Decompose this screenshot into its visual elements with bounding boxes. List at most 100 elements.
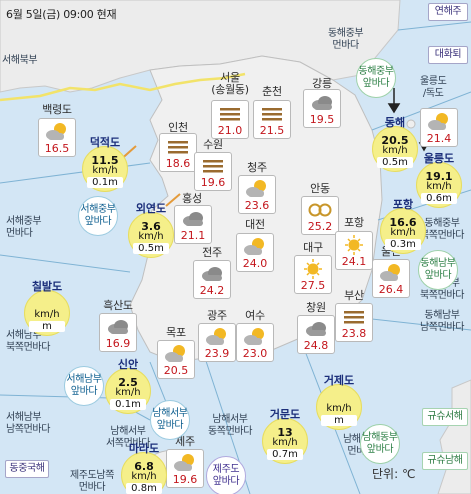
temperature: 24.1 (341, 255, 367, 268)
wind-speed: 13 (277, 426, 293, 439)
buoy: 거문도 13 km/h 0.7m (262, 408, 308, 464)
area-label: 대화퇴 (428, 46, 468, 64)
wind-speed: 11.5 (91, 154, 119, 167)
wave-height: 0.8m (126, 483, 162, 494)
fog-icon (195, 155, 231, 177)
sea-label: 서해남부 남쪽먼바다 (6, 412, 51, 435)
temperature: 24.2 (199, 284, 225, 297)
cloudy-icon (298, 318, 334, 340)
sea-label: 동해중부 북쪽먼바다 (420, 218, 465, 241)
partly-cloudy-icon (237, 236, 273, 258)
city-name: 백령도 (42, 103, 72, 116)
city-card: 24.8 (297, 315, 335, 354)
city-name: 여수 (245, 309, 265, 322)
temperature: 18.6 (165, 157, 191, 170)
temperature: 19.6 (200, 176, 226, 189)
japan-land (437, 379, 471, 494)
wind-unit: km/h (131, 471, 157, 482)
city-card: 26.4 (372, 259, 410, 298)
dmz-line (0, 72, 246, 102)
buoy: 포항 16.6 km/h 0.3m (380, 198, 426, 254)
wave-height: m (321, 415, 357, 426)
city-name: 대전 (245, 218, 265, 231)
partly-cloudy-icon (239, 178, 275, 200)
ulleung-island (406, 119, 416, 129)
wave-height: 0.3m (385, 239, 421, 250)
buoy-name: 동해 (384, 116, 406, 129)
sea-label: 서해남부 북쪽먼바다 (6, 330, 51, 353)
wave-height: 0.1m (110, 399, 146, 410)
buoy-name: 거제도 (323, 374, 355, 387)
temperature: 24.0 (242, 257, 268, 270)
city-name: 광주 (207, 309, 227, 322)
buoy: 칠발도 km/h m (24, 280, 70, 336)
wind-unit: km/h (138, 231, 164, 242)
wave-height: 0.5m (133, 243, 169, 254)
fog-icon (336, 306, 372, 328)
temperature: 16.9 (105, 337, 131, 350)
buoy-name: 포항 (392, 198, 414, 211)
zone-bubble: 남해서부 앞바다 (150, 400, 190, 440)
city-name: 춘천 (262, 85, 282, 98)
sea-label: 서해북부 (2, 55, 38, 66)
city-name: 포항 (344, 216, 364, 229)
temperature: 19.6 (172, 473, 198, 486)
buoy: 거제도 km/h m (316, 374, 362, 430)
wave-height: 0.7m (267, 449, 303, 460)
wind-unit: km/h (426, 181, 452, 192)
sea-label: 남해서부 동쪽먼바다 (208, 414, 253, 437)
wind-speed: 2.5 (118, 376, 138, 389)
city-name: 제주 (175, 435, 195, 448)
city-card: 19.6 (166, 449, 204, 488)
zone-bubble: 제주도 앞바다 (206, 456, 246, 494)
city-name: 서울 (송월동) (211, 71, 249, 96)
partly-cloudy-icon (199, 326, 235, 348)
area-label: 동중국해 (5, 460, 49, 478)
wind-unit: km/h (272, 437, 298, 448)
buoy-name: 칠발도 (31, 280, 63, 293)
city-card: 21.0 (211, 100, 249, 139)
city-card: 19.5 (303, 89, 341, 128)
wind-unit: km/h (34, 309, 60, 320)
temperature: 26.4 (378, 283, 404, 296)
temperature: 21.4 (426, 132, 452, 145)
wave-height: m (29, 321, 65, 332)
buoy-name: 신안 (117, 358, 139, 371)
city-name: 전주 (202, 246, 222, 259)
yellow-dust-icon (302, 199, 338, 221)
city-name: 홍성 (182, 192, 202, 205)
temperature: 16.5 (44, 142, 70, 155)
buoy: 신안 2.5 km/h 0.1m (105, 358, 151, 414)
wind-speed: 3.6 (141, 220, 161, 233)
city-card: 24.2 (193, 260, 231, 299)
city-card: 16.9 (99, 313, 137, 352)
wind-unit: km/h (390, 227, 416, 238)
city-name: 인천 (168, 121, 188, 134)
buoy-name: 외연도 (135, 202, 167, 215)
buoy: 울릉도 19.1 km/h 0.6m (416, 152, 462, 208)
wind-unit: km/h (92, 165, 118, 176)
city-card: 23.0 (236, 323, 274, 362)
partly-cloudy-icon (373, 262, 409, 284)
page-title: 6월 5일(금) 09:00 현재 (6, 8, 117, 21)
buoy: 마라도 6.8 km/h 0.8m (121, 442, 167, 494)
city-card: 23.9 (198, 323, 236, 362)
partly-cloudy-icon (421, 111, 457, 133)
city-name: 목포 (166, 326, 186, 339)
partly-cloudy-icon (39, 121, 75, 143)
buoy-name: 마라도 (128, 442, 160, 455)
buoy: 동해 20.5 km/h 0.5m (372, 116, 418, 172)
temperature: 23.0 (242, 347, 268, 360)
city-card: 23.6 (238, 175, 276, 214)
city-name: 강릉 (312, 77, 332, 90)
sunny-icon (336, 234, 372, 256)
buoy-name: 거문도 (269, 408, 301, 421)
temperature: 19.5 (309, 113, 335, 126)
wind-speed: 16.6 (389, 216, 417, 229)
sea-label: 서해중부 먼바다 (6, 216, 42, 239)
city-card: 19.6 (194, 152, 232, 191)
city-name: 청주 (247, 161, 267, 174)
temperature: 23.9 (204, 347, 230, 360)
wave-height: 0.5m (377, 157, 413, 168)
